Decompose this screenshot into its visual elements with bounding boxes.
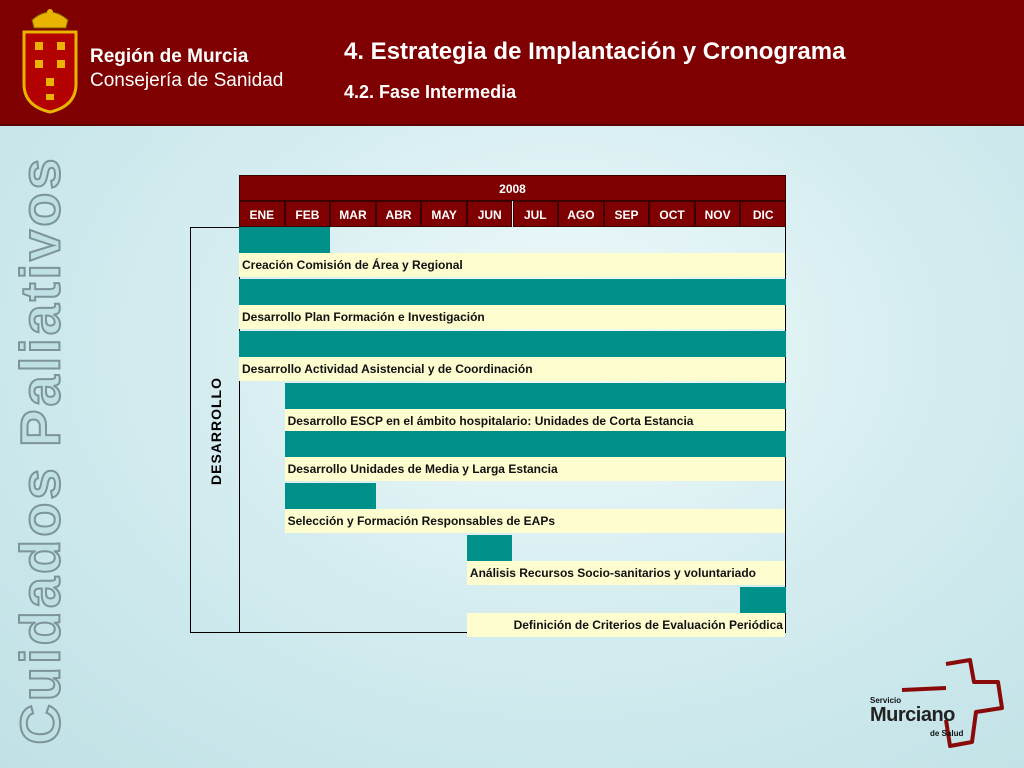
task-bar xyxy=(284,383,786,409)
task-bar xyxy=(239,331,786,357)
page-title: 4. Estrategia de Implantación y Cronogra… xyxy=(344,38,846,65)
logo-text-de-salud: de Salud xyxy=(930,729,964,738)
task-bar xyxy=(239,227,331,253)
task-label: Desarrollo Plan Formación e Investigació… xyxy=(239,305,785,329)
year-header: 2008 xyxy=(239,175,786,201)
group-box: DESARROLLO xyxy=(190,227,240,633)
month-header-abr: ABR xyxy=(375,201,422,227)
page-subtitle: 4.2. Fase Intermedia xyxy=(344,82,517,102)
side-title: Cuidados Paliativos xyxy=(8,154,73,745)
task-label: Desarrollo ESCP en el ámbito hospitalari… xyxy=(284,409,785,433)
task-label: Desarrollo Actividad Asistencial y de Co… xyxy=(239,357,785,381)
task-bar xyxy=(740,587,786,613)
month-header-jun: JUN xyxy=(466,201,513,227)
task-bar xyxy=(239,279,786,305)
month-header-dic: DIC xyxy=(740,201,786,227)
gantt-grid: Creación Comisión de Área y Regional Desa… xyxy=(239,227,786,637)
org-department: Consejería de Sanidad xyxy=(90,70,284,91)
cross-outline-icon xyxy=(901,658,1004,748)
month-header-sep: SEP xyxy=(603,201,650,227)
task-label: Desarrollo Unidades de Media y Larga Est… xyxy=(284,457,785,481)
header-banner: Región de Murcia Consejería de Sanidad 4… xyxy=(0,0,1024,126)
task-bar xyxy=(466,535,513,561)
task-bar xyxy=(284,483,376,509)
group-label: DESARROLLO xyxy=(208,377,224,485)
month-header-oct: OCT xyxy=(649,201,695,227)
month-header-feb: FEB xyxy=(284,201,331,227)
month-header-nov: NOV xyxy=(694,201,741,227)
month-header-jul: JUL xyxy=(512,201,559,227)
month-header-may: MAY xyxy=(421,201,467,227)
task-label: Análisis Recursos Socio-sanitarios y vol… xyxy=(466,561,785,585)
month-header-mar: MAR xyxy=(330,201,376,227)
task-label: Definición de Criterios de Evaluación Pe… xyxy=(466,613,785,637)
task-bar xyxy=(284,431,786,457)
month-header-ene: ENE xyxy=(239,201,285,227)
logo-text-murciano: Murciano xyxy=(870,704,955,726)
task-label: Selección y Formación Responsables de EA… xyxy=(284,509,785,533)
region-crest-icon xyxy=(22,9,78,114)
org-name: Región de Murcia xyxy=(90,46,249,67)
logo-text-servicio: Servicio xyxy=(870,696,902,705)
month-header-ago: AGO xyxy=(558,201,604,227)
task-label: Creación Comisión de Área y Regional xyxy=(239,253,785,277)
